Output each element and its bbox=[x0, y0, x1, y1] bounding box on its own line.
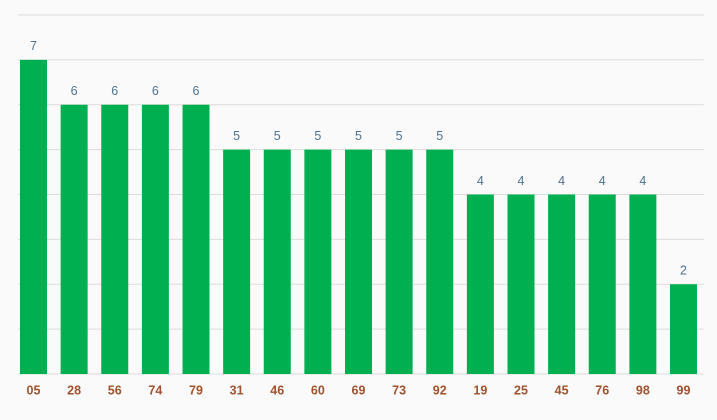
x-tick-label: 56 bbox=[108, 383, 122, 397]
x-tick-label: 92 bbox=[433, 383, 447, 397]
bar bbox=[60, 104, 88, 374]
bar bbox=[548, 194, 576, 374]
value-label: 5 bbox=[314, 129, 321, 143]
value-label: 5 bbox=[436, 129, 443, 143]
x-tick-label: 46 bbox=[270, 383, 284, 397]
x-tick-label: 19 bbox=[473, 383, 487, 397]
bar bbox=[629, 194, 657, 374]
bar bbox=[669, 284, 697, 374]
bar bbox=[20, 59, 48, 374]
value-label: 7 bbox=[30, 39, 37, 53]
bar bbox=[263, 149, 291, 374]
value-label: 5 bbox=[274, 129, 281, 143]
bar bbox=[182, 104, 210, 374]
x-tick-label: 60 bbox=[311, 383, 325, 397]
x-tick-label: 25 bbox=[514, 383, 528, 397]
x-tick-label: 98 bbox=[636, 383, 650, 397]
value-label: 6 bbox=[193, 84, 200, 98]
bar bbox=[426, 149, 454, 374]
value-label: 5 bbox=[396, 129, 403, 143]
value-label: 6 bbox=[71, 84, 78, 98]
value-label: 5 bbox=[233, 129, 240, 143]
x-tick-label: 73 bbox=[392, 383, 406, 397]
value-label: 6 bbox=[111, 84, 118, 98]
bar bbox=[588, 194, 616, 374]
value-label: 6 bbox=[152, 84, 159, 98]
x-tick-label: 45 bbox=[555, 383, 569, 397]
value-label: 4 bbox=[477, 174, 484, 188]
bar bbox=[304, 149, 332, 374]
value-label: 4 bbox=[518, 174, 525, 188]
x-tick-label: 05 bbox=[27, 383, 41, 397]
bar bbox=[345, 149, 372, 374]
bar bbox=[466, 194, 494, 374]
bar bbox=[141, 104, 169, 374]
value-label: 4 bbox=[558, 174, 565, 188]
bar bbox=[385, 149, 413, 374]
x-tick-label: 99 bbox=[677, 383, 691, 397]
value-label: 5 bbox=[355, 129, 362, 143]
x-tick-label: 74 bbox=[148, 383, 162, 397]
value-label: 4 bbox=[639, 174, 646, 188]
x-tick-label: 31 bbox=[230, 383, 244, 397]
bar bbox=[507, 194, 535, 374]
bar bbox=[223, 149, 251, 374]
value-label: 4 bbox=[599, 174, 606, 188]
x-tick-label: 79 bbox=[189, 383, 203, 397]
x-tick-label: 28 bbox=[67, 383, 81, 397]
bar bbox=[101, 104, 129, 374]
x-tick-label: 69 bbox=[352, 383, 366, 397]
x-tick-label: 76 bbox=[595, 383, 609, 397]
value-label: 2 bbox=[680, 264, 687, 278]
